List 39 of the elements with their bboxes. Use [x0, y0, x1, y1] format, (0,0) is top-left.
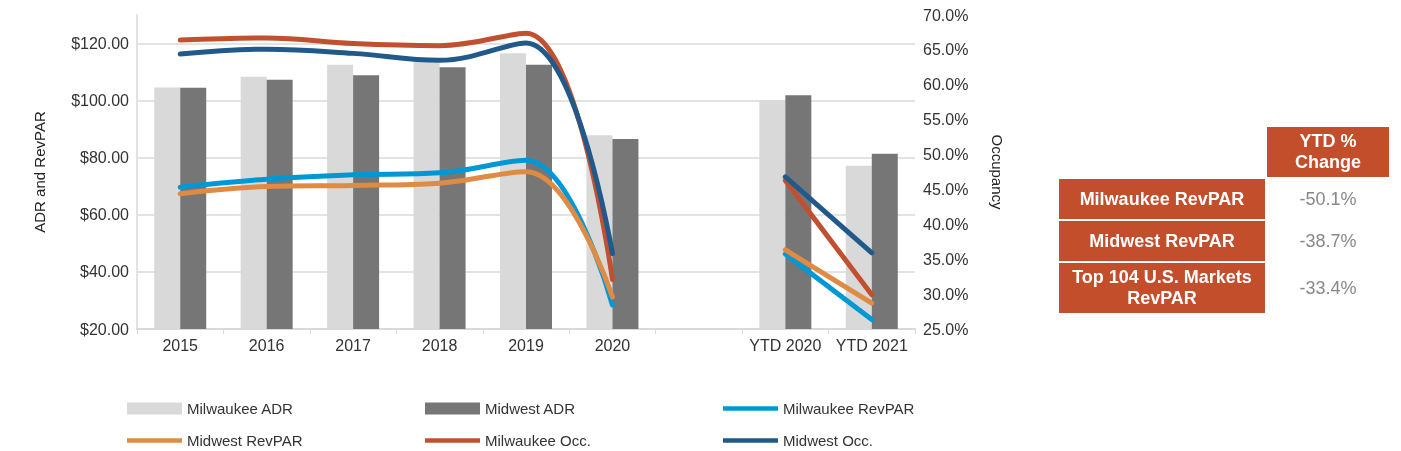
y2-tick-label: 70.0% [923, 6, 969, 24]
x-tick-label: 2018 [421, 336, 458, 354]
y2-tick-label: 50.0% [923, 146, 969, 164]
y-tick-label: $40.00 [80, 263, 130, 281]
y2-tick-label: 55.0% [923, 111, 969, 129]
y2-tick-label: 25.0% [923, 320, 969, 338]
y2-tick-label: 45.0% [923, 180, 969, 198]
text: -33.4% [1298, 276, 1358, 300]
y2-tick-label: 35.0% [923, 250, 969, 268]
legend-label: Milwaukee RevPAR [783, 400, 915, 417]
y2-axis-title: Occupancy [989, 134, 1006, 211]
text: -38.7% [1298, 229, 1358, 253]
text: Milwaukee RevPAR [1059, 179, 1265, 219]
y-tick-label: $120.00 [71, 35, 130, 53]
x-tick-label: 2017 [335, 336, 372, 354]
x-tick-label: 2016 [248, 336, 285, 354]
x-tick-label: YTD 2020 [749, 336, 822, 354]
x-tick-label: YTD 2021 [835, 336, 908, 354]
y2-tick-label: 30.0% [923, 285, 969, 303]
legend-label: Midwest Occ. [783, 432, 874, 449]
text: YTD % Change [1267, 127, 1389, 177]
legend-label: Midwest RevPAR [187, 432, 303, 449]
y-axis-title: ADR and RevPAR [31, 111, 48, 233]
y-tick-label: $80.00 [80, 149, 130, 167]
legend-label: Milwaukee ADR [187, 400, 294, 417]
x-tick-label: 2019 [508, 336, 544, 354]
y-tick-label: $100.00 [71, 92, 130, 110]
text: Midwest RevPAR [1059, 221, 1265, 261]
y2-tick-label: 60.0% [923, 76, 969, 94]
y2-tick-label: 65.0% [923, 41, 969, 59]
y-tick-label: $20.00 [80, 320, 130, 338]
legend-label: Midwest ADR [485, 400, 576, 417]
text: -50.1% [1298, 187, 1358, 211]
y-tick-label: $60.00 [80, 206, 130, 224]
y2-tick-label: 40.0% [923, 215, 969, 233]
x-tick-label: 2020 [594, 336, 631, 354]
legend-label: Milwaukee Occ. [485, 432, 591, 449]
x-tick-label: 2015 [162, 336, 199, 354]
text: Top 104 U.S. Markets RevPAR [1059, 263, 1265, 313]
